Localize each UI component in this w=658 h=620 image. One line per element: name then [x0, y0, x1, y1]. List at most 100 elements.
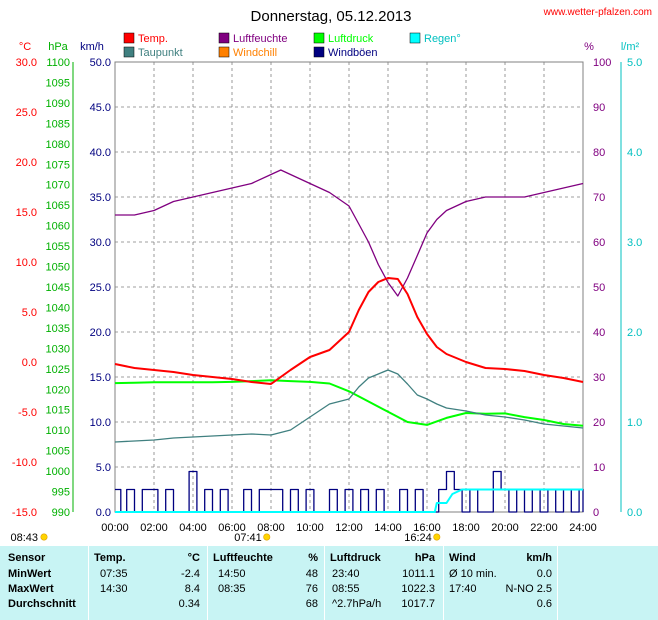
legend: Temp. Luftfeuchte Luftdruck Regen° Taupunkt W… [123, 32, 461, 59]
website-link[interactable]: www.wetter-pfalzen.com [543, 7, 652, 18]
pressure-tick-label: 995 [52, 487, 70, 499]
legend-swatch [313, 32, 325, 44]
time-tick-label: 20:00 [491, 522, 519, 534]
rain-tick-label: 0.0 [627, 507, 642, 519]
temp-tick-label: 5.0 [22, 307, 37, 319]
header-temp: Temp. [94, 552, 126, 564]
table-row: Durchschnitt 0.34 68 ^2.7hPa/h 1017.7 0.6 [0, 598, 658, 613]
pressure-tick-label: 1080 [46, 139, 70, 151]
legend-label: Luftdruck [328, 33, 374, 45]
temp-tick-label: -10.0 [12, 457, 37, 469]
humidity-tick-label: 60 [593, 237, 605, 249]
pressure-tick-label: 1095 [46, 77, 70, 89]
temp-tick-label: 0.0 [22, 357, 37, 369]
pressure-tick-label: 1065 [46, 200, 70, 212]
humidity-tick-label: 0 [593, 507, 599, 519]
series-luftdruck-line [114, 379, 584, 427]
pressure-value: 1011.1 [402, 568, 435, 580]
wind-tick-label: 10.0 [90, 417, 111, 429]
header-sensor: Sensor [8, 552, 46, 564]
wind-tick-label: 0.0 [96, 507, 111, 519]
pressure-tick-label: 1050 [46, 262, 70, 274]
series-luftfeuchte-line [115, 169, 584, 297]
temp-unit: °C [19, 41, 31, 53]
humidity-unit: % [584, 41, 594, 53]
time-tick-label: 00:00 [101, 522, 129, 534]
header-temp-unit: °C [187, 552, 200, 564]
pressure-value: 1017.7 [401, 598, 435, 610]
humidity-value: 48 [305, 568, 318, 580]
table-divider [557, 546, 558, 620]
wind-tick-label: 35.0 [90, 192, 111, 204]
table-header-row: Sensor Temp. °C Luftfeuchte % Luftdruck … [0, 552, 658, 567]
pressure-tick-label: 1100 [46, 57, 70, 69]
humidity-tick-label: 70 [593, 192, 605, 204]
row-label: MaxWert [8, 583, 54, 595]
pressure-tick-label: 1090 [46, 98, 70, 110]
sunrise-icon [40, 533, 48, 541]
rain-tick-label: 5.0 [627, 57, 642, 69]
wind-time: Ø 10 min. [449, 568, 497, 580]
pressure-tick-label: 1005 [46, 446, 70, 458]
pressure-tick-label: 1040 [46, 302, 70, 314]
table-divider [443, 546, 444, 620]
wind-tick-label: 25.0 [90, 282, 111, 294]
table-row: MaxWert 14:30 8.4 08:35 76 08:55 1022.3 17:40 N-… [0, 583, 658, 598]
axis-units: °C hPa km/h % l/m² [19, 41, 640, 53]
temp-tick-label: 10.0 [16, 257, 37, 269]
header-wind: Wind [449, 552, 476, 564]
temp-time: 07:35 [100, 568, 128, 580]
rain-tick-label: 1.0 [627, 417, 642, 429]
pressure-time: 23:40 [332, 568, 360, 580]
time-tick-label: 02:00 [140, 522, 168, 534]
humidity-tick-label: 30 [593, 372, 605, 384]
pressure-tick-label: 1075 [46, 159, 70, 171]
legend-label: Regen° [424, 33, 461, 45]
humidity-tick-label: 10 [593, 462, 605, 474]
humidity-tick-label: 80 [593, 147, 605, 159]
wind-value: 0.0 [536, 568, 552, 580]
time-tick-label: 22:00 [530, 522, 558, 534]
temp-value: -2.4 [181, 568, 200, 580]
table-divider [88, 546, 89, 620]
temp-tick-label: 20.0 [16, 157, 37, 169]
pressure-value: 1022.3 [401, 583, 435, 595]
wind-tick-label: 30.0 [90, 237, 111, 249]
time-tick-label: 08:00 [257, 522, 285, 534]
pressure-tick-label: 1085 [46, 118, 70, 130]
header-humidity-unit: % [308, 552, 318, 564]
rain-tick-label: 4.0 [627, 147, 642, 159]
legend-swatch [218, 32, 230, 44]
pressure-unit: hPa [48, 41, 68, 53]
table-divider [324, 546, 325, 620]
wind-unit: km/h [80, 41, 104, 53]
pressure-tick-label: 1035 [46, 323, 70, 335]
wind-tick-label: 40.0 [90, 147, 111, 159]
humidity-tick-label: 90 [593, 102, 605, 114]
humidity-tick-label: 40 [593, 327, 605, 339]
wind-value: N-NO 2.5 [505, 583, 552, 595]
pressure-tick-label: 1025 [46, 364, 70, 376]
sunset-icon [433, 533, 441, 541]
wind-time: 17:40 [449, 583, 477, 595]
temp-tick-label: 25.0 [16, 107, 37, 119]
wind-tick-label: 50.0 [90, 57, 111, 69]
series-regen-line [115, 488, 583, 513]
series-temp-line [114, 277, 584, 385]
table-divider [207, 546, 208, 620]
pressure-tick-label: 1000 [46, 466, 70, 478]
pressure-time: ^2.7hPa/h [332, 598, 382, 610]
row-label: MinWert [8, 568, 52, 580]
axis-ticks: 30.0 25.0 20.0 15.0 10.0 5.0 0.0 -5.0 -10.0 -15.0… [12, 57, 642, 534]
humidity-time: 14:50 [218, 568, 246, 580]
wind-tick-label: 45.0 [90, 102, 111, 114]
legend-label: Windböen [328, 47, 378, 59]
pressure-tick-label: 1015 [46, 405, 70, 417]
legend-label: Luftfeuchte [233, 33, 287, 45]
sun-times: 08:43 07:41 16:24 [10, 532, 441, 544]
time-tick-label: 14:00 [374, 522, 402, 534]
humidity-time: 08:35 [218, 583, 246, 595]
pressure-tick-label: 1030 [46, 343, 70, 355]
wind-tick-label: 15.0 [90, 372, 111, 384]
pressure-tick-label: 1020 [46, 384, 70, 396]
